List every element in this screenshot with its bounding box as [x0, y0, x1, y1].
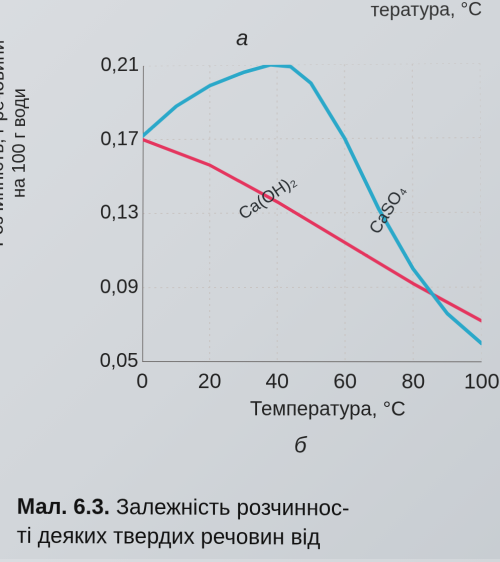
panel-label-b: б — [294, 432, 306, 458]
x-tick-label: 60 — [333, 370, 357, 394]
y-tick-label: 0,17 — [100, 128, 139, 151]
y-tick-label: 0,21 — [101, 54, 139, 77]
caption-text-line1: Залежність розчиннос- — [110, 494, 350, 520]
svg-text:CaSO₄: CaSO₄ — [365, 182, 410, 237]
top-fragment-text: тература, °C — [371, 0, 482, 22]
x-tick-label: 80 — [401, 370, 425, 394]
panel-label-a: а — [236, 25, 248, 51]
caption-text-line2: ті деяких твердих речовин від — [17, 522, 321, 549]
x-tick-label: 0 — [136, 370, 148, 394]
chart-plot-area: Ca(OH)₂ CaSO₄ — [142, 63, 481, 362]
x-tick-labels: 020406080100 — [11, 57, 494, 61]
y-axis-label-line2: на 100 г води — [9, 40, 31, 247]
caption-figure-number: Мал. 6.3. — [17, 494, 110, 520]
solubility-chart: Розчинність, г речовини на 100 г води 0,… — [9, 57, 496, 437]
x-tick-label: 40 — [266, 370, 289, 394]
y-tick-label: 0,05 — [100, 350, 139, 373]
svg-text:Ca(OH)₂: Ca(OH)₂ — [235, 171, 300, 223]
x-tick-label: 20 — [198, 370, 221, 394]
y-tick-label: 0,09 — [100, 276, 139, 299]
figure-caption: Мал. 6.3. Залежність розчиннос- ті деяки… — [17, 493, 493, 553]
y-tick-label: 0,13 — [100, 202, 139, 225]
x-tick-label: 100 — [464, 370, 500, 394]
page: тература, °C а Розчинність, г речовини н… — [1, 0, 500, 562]
x-axis-label: Температура, °C — [250, 398, 406, 421]
y-tick-labels: 0,050,090,130,170,21 — [11, 57, 494, 61]
y-axis-label: Розчинність, г речовини на 100 г води — [0, 40, 30, 247]
y-axis-label-line1: Розчинність, г речовини — [0, 40, 9, 247]
